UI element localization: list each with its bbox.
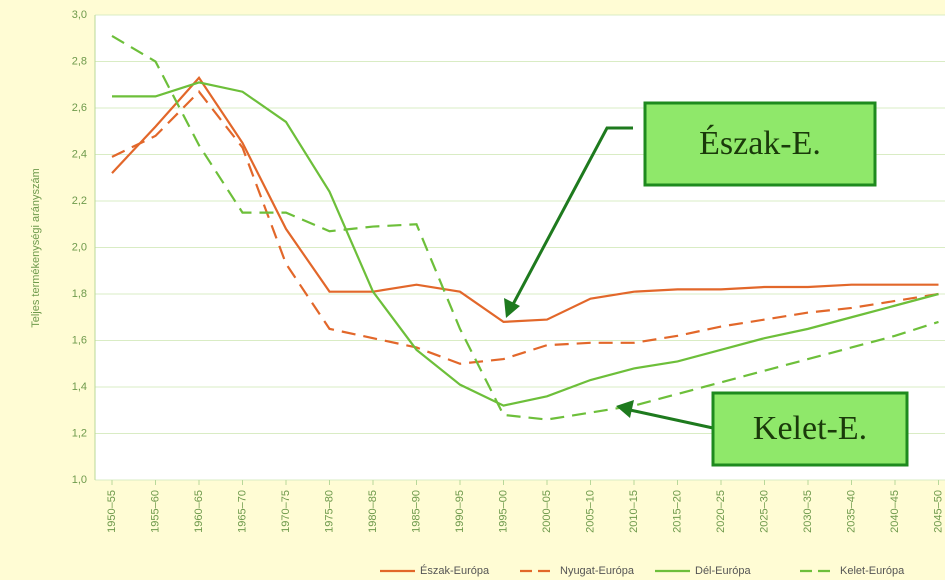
x-tick-label: 1990–95 — [454, 490, 466, 533]
y-tick-label: 1,0 — [72, 474, 87, 486]
series-line — [112, 81, 939, 407]
y-tick-label: 2,8 — [72, 55, 87, 67]
x-tick-label: 2040–45 — [889, 490, 901, 533]
x-tick-label: 1995–00 — [497, 490, 509, 533]
legend-label: Nyugat-Európa — [560, 565, 635, 577]
annotation: Észak-E. — [699, 125, 821, 162]
y-tick-label: 1,6 — [72, 334, 87, 346]
y-tick-label: 2,4 — [72, 148, 87, 160]
x-tick-label: 2000–05 — [541, 490, 553, 533]
y-tick-label: 1,8 — [72, 288, 87, 300]
legend-label: Dél-Európa — [695, 565, 752, 577]
x-tick-label: 2020–25 — [715, 490, 727, 533]
x-tick-label: 2025–30 — [758, 490, 770, 533]
x-tick-label: 2015–20 — [671, 490, 683, 533]
x-tick-label: 2005–10 — [584, 490, 596, 533]
legend-label: Észak-Európa — [420, 564, 490, 577]
y-tick-label: 2,6 — [72, 102, 87, 114]
arrow — [629, 408, 714, 430]
y-axis-label: Teljes termékenységi arányszám — [30, 168, 42, 328]
arrow-head — [616, 400, 634, 418]
x-tick-label: 1985–90 — [410, 490, 422, 533]
legend-label: Kelet-Európa — [840, 565, 905, 577]
annotation-box — [711, 391, 909, 467]
arrow-head — [504, 298, 520, 318]
x-tick-label: 1980–85 — [367, 490, 379, 533]
y-tick-label: 1,4 — [72, 381, 87, 393]
x-tick-label: 1975–80 — [323, 490, 335, 533]
x-tick-label: 1950–55 — [106, 490, 118, 533]
series-line — [111, 90, 939, 365]
arrow — [508, 126, 633, 311]
x-tick-label: 1955–60 — [149, 490, 161, 533]
x-tick-label: 2035–40 — [845, 490, 857, 533]
x-tick-label: 2010–15 — [628, 490, 640, 533]
y-tick-label: 2,2 — [72, 195, 87, 207]
y-tick-label: 2,0 — [72, 241, 87, 253]
annotation-box — [643, 101, 877, 187]
x-tick-label: 1960–65 — [193, 490, 205, 533]
annotation: Kelet-E. — [753, 410, 867, 447]
series-line — [111, 75, 939, 324]
x-tick-label: 2045–50 — [932, 490, 944, 533]
y-tick-label: 1,2 — [72, 427, 87, 439]
x-tick-label: 1970–75 — [280, 490, 292, 533]
series-line — [111, 34, 939, 421]
x-tick-label: 1965–70 — [236, 490, 248, 533]
y-tick-label: 3,0 — [72, 9, 87, 21]
x-tick-label: 2030–35 — [802, 490, 814, 533]
